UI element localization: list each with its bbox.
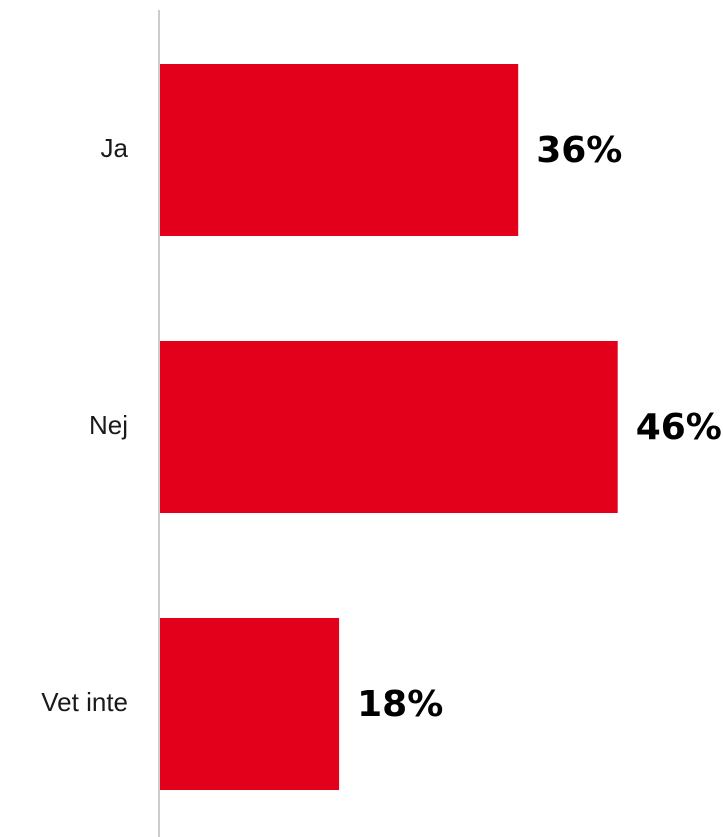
bar-nej bbox=[160, 341, 618, 513]
category-labels-group: Ja Nej Vet inte bbox=[41, 133, 128, 717]
value-label: 36% bbox=[536, 130, 622, 171]
bar-vet-inte bbox=[160, 618, 339, 790]
bar-ja bbox=[160, 64, 518, 236]
bars-group bbox=[160, 64, 618, 790]
value-label: 46% bbox=[636, 407, 722, 448]
category-label: Vet inte bbox=[41, 687, 128, 717]
value-label: 18% bbox=[357, 684, 443, 725]
category-label: Nej bbox=[89, 410, 128, 440]
category-label: Ja bbox=[101, 133, 129, 163]
